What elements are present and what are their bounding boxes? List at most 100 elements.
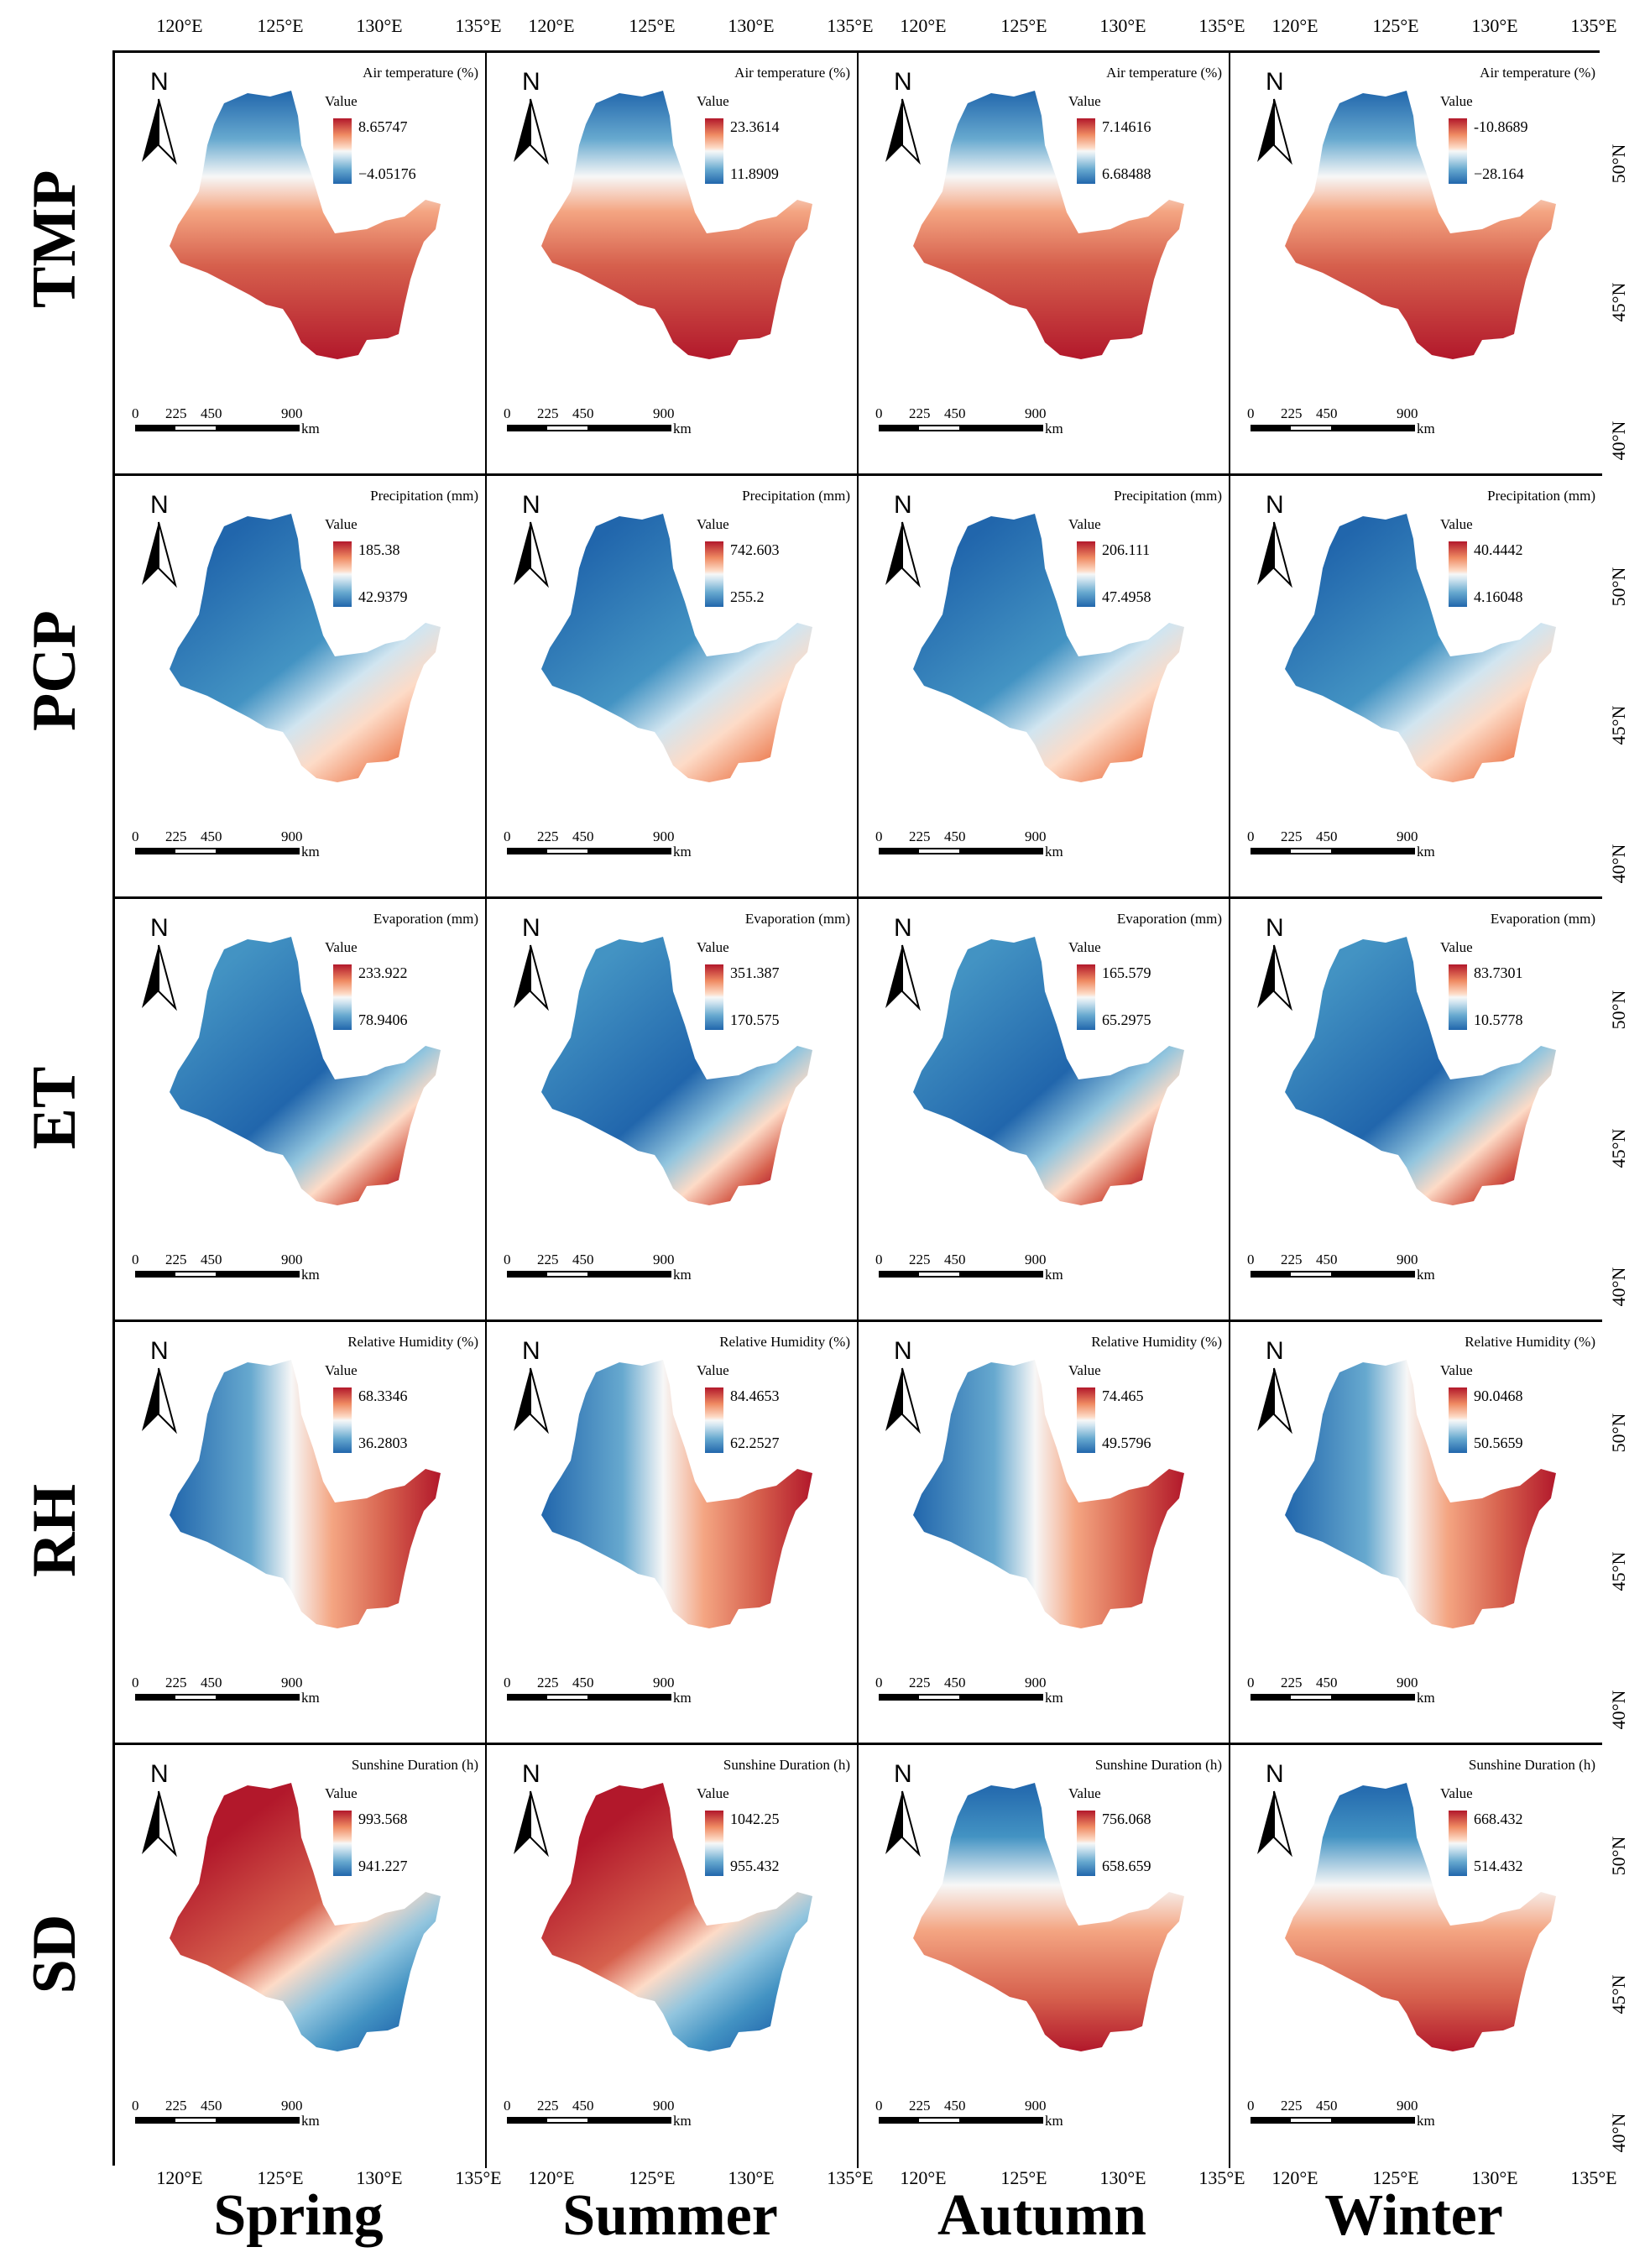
longitude-label: 135°E — [1570, 2167, 1617, 2188]
map-panel-sd-winter: N Sunshine Duration (h) Value 668.432 514.43… — [1230, 1745, 1602, 2168]
north-label: N — [1266, 914, 1284, 942]
scale-label: 450 — [1316, 2098, 1338, 2114]
legend-max-value: 756.068 — [1102, 1811, 1151, 1827]
scale-unit: km — [301, 421, 320, 436]
scale-label: 450 — [572, 405, 594, 421]
legend-colorbar — [333, 118, 352, 184]
legend-value-label: Value — [697, 1362, 729, 1378]
region-map — [1251, 91, 1556, 431]
region-shape — [913, 937, 1184, 1205]
legend-min-value: 42.9379 — [358, 588, 408, 605]
region-map — [507, 514, 812, 854]
north-label: N — [894, 1760, 912, 1788]
scale-unit: km — [1417, 1267, 1435, 1283]
map-panel-pcp-summer: N Precipitation (mm) Value 742.603 255.2 0 225… — [487, 476, 859, 899]
legend-min-value: 955.432 — [730, 1858, 780, 1874]
legend-title: Precipitation (mm) — [370, 488, 478, 504]
latitude-label: 40°N — [1608, 1267, 1629, 1307]
scale-bar — [879, 1271, 1043, 1278]
legend-title: Relative Humidity (%) — [1091, 1334, 1222, 1350]
region-shape — [1285, 1783, 1556, 2051]
map-panel-pcp-autumn: N Precipitation (mm) Value 206.111 47.4958 0 2… — [859, 476, 1230, 899]
scale-label: 900 — [653, 1675, 675, 1691]
north-arrow-icon — [514, 1367, 549, 1434]
north-label: N — [150, 914, 169, 942]
north-label: N — [522, 1760, 540, 1788]
legend-value-label: Value — [1440, 939, 1473, 955]
legend-title: Relative Humidity (%) — [719, 1334, 850, 1350]
scale-label: 0 — [875, 1675, 883, 1691]
scale-bar — [135, 1694, 300, 1701]
scale-label: 225 — [909, 828, 931, 844]
legend-colorbar — [333, 1387, 352, 1453]
scale-label: 900 — [281, 1252, 303, 1267]
scale-label: 225 — [537, 1252, 559, 1267]
scale-unit: km — [301, 1690, 320, 1706]
north-label: N — [894, 914, 912, 942]
longitude-label: 120°E — [1271, 15, 1318, 36]
row-label-tmp: TMP — [20, 170, 89, 308]
scale-label: 450 — [572, 2098, 594, 2114]
scale-label: 225 — [165, 1252, 187, 1267]
latitude-label: 40°N — [1608, 2113, 1629, 2153]
north-arrow-icon — [514, 98, 549, 165]
longitude-label: 130°E — [356, 15, 403, 36]
scale-label: 450 — [944, 2098, 966, 2114]
scale-label: 900 — [1025, 405, 1047, 421]
latitude-label: 50°N — [1608, 567, 1629, 607]
latitude-label: 45°N — [1608, 705, 1629, 745]
scale-label: 0 — [504, 2098, 511, 2114]
north-label: N — [150, 491, 169, 519]
north-label: N — [522, 68, 540, 96]
legend-title: Evaporation (mm) — [1490, 911, 1595, 927]
region-map — [1251, 514, 1556, 854]
map-panel-tmp-summer: N Air temperature (%) Value 23.3614 11.8909 0… — [487, 53, 859, 476]
legend-min-value: 49.5796 — [1102, 1434, 1151, 1451]
legend-colorbar — [1449, 1387, 1467, 1453]
legend-title: Precipitation (mm) — [1487, 488, 1595, 504]
scale-label: 900 — [1397, 405, 1418, 421]
legend-max-value: 40.4442 — [1474, 541, 1523, 558]
scale-bar — [1251, 1271, 1415, 1278]
latitude-label: 45°N — [1608, 1551, 1629, 1591]
longitude-label: 125°E — [257, 15, 304, 36]
longitude-label: 120°E — [528, 2167, 575, 2188]
scale-label: 450 — [1316, 828, 1338, 844]
region-map — [135, 514, 441, 854]
scale-bar — [135, 848, 300, 854]
map-panel-pcp-winter: N Precipitation (mm) Value 40.4442 4.16048 0 2… — [1230, 476, 1602, 899]
north-arrow-icon — [885, 1367, 921, 1434]
row-label-et: ET — [20, 1066, 89, 1150]
legend-min-value: 78.9406 — [358, 1011, 408, 1028]
scale-label: 900 — [653, 2098, 675, 2114]
longitude-label: 120°E — [900, 15, 947, 36]
map-panel-sd-summer: N Sunshine Duration (h) Value 1042.25 955.43… — [487, 1745, 859, 2168]
legend-min-value: 170.575 — [730, 1011, 780, 1028]
scale-label: 450 — [572, 1675, 594, 1691]
region-map — [135, 91, 441, 431]
longitude-label: 130°E — [1471, 2167, 1518, 2188]
north-arrow-icon — [514, 1790, 549, 1858]
region-shape — [913, 91, 1184, 359]
legend-value-label: Value — [1440, 1785, 1473, 1801]
legend-max-value: 206.111 — [1102, 541, 1151, 558]
legend-colorbar — [1077, 1387, 1095, 1453]
scale-unit: km — [301, 1267, 320, 1283]
legend-value-label: Value — [697, 93, 729, 109]
longitude-label: 125°E — [257, 2167, 304, 2188]
map-panel-sd-spring: N Sunshine Duration (h) Value 993.568 941.22… — [115, 1745, 487, 2168]
legend-colorbar — [333, 1811, 352, 1876]
longitude-label: 125°E — [1372, 2167, 1419, 2188]
legend-colorbar — [705, 118, 723, 184]
scale-label: 225 — [1281, 2098, 1303, 2114]
legend-colorbar — [1449, 541, 1467, 607]
legend-title: Relative Humidity (%) — [347, 1334, 478, 1350]
legend-max-value: 668.432 — [1474, 1811, 1523, 1827]
legend-title: Relative Humidity (%) — [1465, 1334, 1595, 1350]
north-label: N — [894, 68, 912, 96]
scale-unit: km — [1417, 844, 1435, 860]
region-shape — [913, 1783, 1184, 2051]
legend-title: Air temperature (%) — [1480, 65, 1595, 81]
scale-unit: km — [1045, 1267, 1063, 1283]
map-panel-tmp-winter: N Air temperature (%) Value -10.8689 −28.164… — [1230, 53, 1602, 476]
